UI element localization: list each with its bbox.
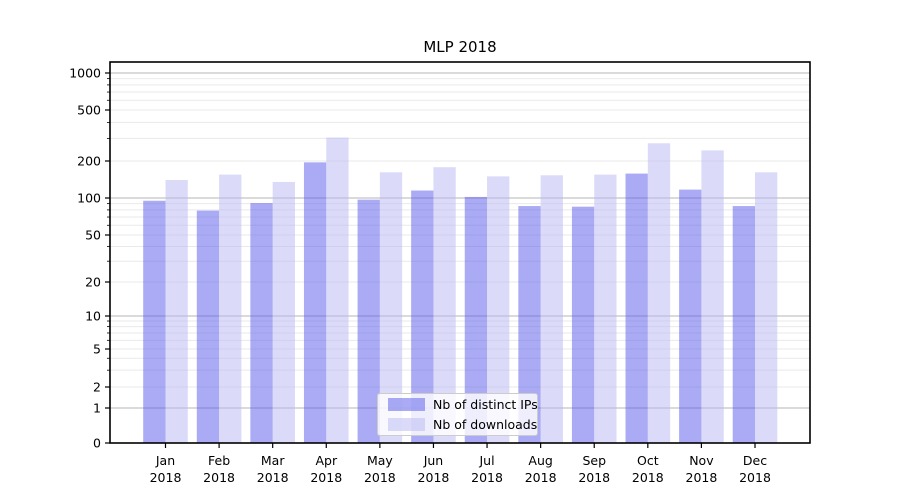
bar-downloads [647,143,671,443]
legend-label-distinct-ips: Nb of distinct IPs [433,397,538,413]
x-tick-label-year: 2018 [739,470,771,485]
x-tick-label-month: Mar [261,453,285,468]
bar-downloads [701,150,724,443]
x-tick-label-year: 2018 [203,470,235,485]
bar-downloads [433,167,456,444]
bar-distinct-ips [411,190,434,443]
plot-frame [109,61,811,444]
bar-distinct-ips [571,206,595,443]
bar-downloads [487,176,510,443]
y-tick-label: 200 [77,154,101,169]
x-tick-label-month: Dec [743,453,767,468]
x-tick-label-month: Sep [582,453,606,468]
x-tick-label-year: 2018 [150,470,182,485]
bar-distinct-ips [357,199,380,443]
bar-distinct-ips [732,206,755,443]
x-tick-label-month: Jul [478,453,494,468]
y-tick-label: 5 [93,342,101,357]
legend-item-distinct-ips: Nb of distinct IPs [388,396,538,414]
bar-downloads [326,137,349,443]
y-tick-label: 0 [93,436,101,451]
bar-distinct-ips [679,189,702,443]
bar-downloads [594,174,617,443]
x-tick-label-year: 2018 [471,470,503,485]
x-tick-label-year: 2018 [632,470,664,485]
bar-distinct-ips [518,206,541,443]
bar-distinct-ips [250,203,273,443]
y-tick-label: 100 [77,191,101,206]
x-tick-label-month: Oct [637,453,659,468]
bar-downloads [272,181,295,443]
x-tick-label-year: 2018 [686,470,718,485]
y-tick-label: 20 [85,275,101,290]
bar-distinct-ips [143,200,166,443]
bar-distinct-ips [464,196,488,443]
bar-downloads [165,180,188,444]
y-tick-label: 10 [85,309,101,324]
x-tick-label-year: 2018 [418,470,450,485]
x-tick-label-month: Jun [423,453,444,468]
legend-swatch-downloads [388,417,425,431]
y-tick-label: 1 [93,401,101,416]
legend-label-downloads: Nb of downloads [433,416,538,432]
x-tick-label-month: Aug [528,453,552,468]
bar-downloads [755,172,778,443]
chart-title: MLP 2018 [423,38,497,56]
x-tick-label-month: Jan [155,453,175,468]
x-tick-label-year: 2018 [310,470,342,485]
legend-item-downloads: Nb of downloads [388,416,537,434]
bar-distinct-ips [196,210,220,443]
x-tick-label-month: Apr [315,453,337,468]
x-tick-label-month: May [367,453,393,468]
bar-downloads [219,174,242,443]
x-tick-label-year: 2018 [257,470,289,485]
legend: Nb of distinct IPs Nb of downloads [377,393,538,436]
x-tick-label-year: 2018 [364,470,396,485]
x-tick-label-month: Feb [208,453,230,468]
bar-distinct-ips [303,162,327,444]
bar-distinct-ips [625,173,648,443]
x-tick-label-year: 2018 [578,470,610,485]
bar-downloads [379,172,403,443]
y-tick-label: 50 [85,228,101,243]
y-tick-label: 2 [93,380,101,395]
x-tick-label-month: Nov [689,453,714,468]
y-tick-label: 1000 [69,66,101,81]
legend-swatch-distinct-ips [388,398,425,412]
bar-downloads [540,175,563,444]
y-tick-label: 500 [77,103,101,118]
x-tick-label-year: 2018 [525,470,557,485]
